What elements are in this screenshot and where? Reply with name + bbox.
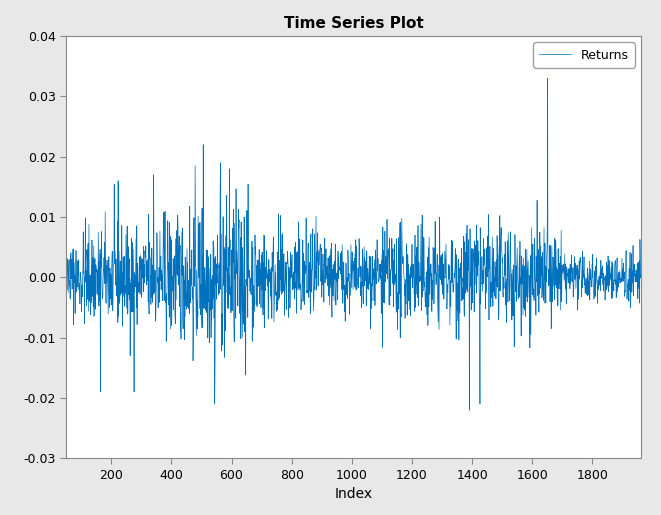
X-axis label: Index: Index xyxy=(334,487,373,501)
Returns xyxy=(465,407,473,413)
Legend: Returns: Returns xyxy=(533,42,635,68)
Returns xyxy=(241,284,249,290)
Returns xyxy=(275,262,283,268)
Returns xyxy=(48,265,56,271)
Returns xyxy=(161,299,169,305)
Title: Time Series Plot: Time Series Plot xyxy=(284,16,424,31)
Returns xyxy=(510,302,518,308)
Returns xyxy=(637,271,645,277)
Line: Returns: Returns xyxy=(52,78,641,410)
Returns xyxy=(512,263,520,269)
Returns xyxy=(543,75,551,81)
Returns xyxy=(106,296,114,302)
